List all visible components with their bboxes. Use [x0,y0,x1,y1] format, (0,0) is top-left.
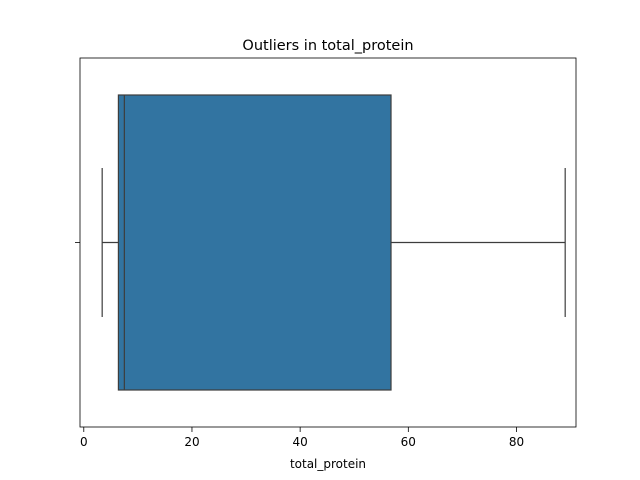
x-tick-label: 60 [401,435,416,449]
iqr-box [117,94,392,391]
x-tick-label: 80 [509,435,524,449]
x-tick-label: 40 [293,435,308,449]
x-tick-label: 0 [80,435,88,449]
chart-title: Outliers in total_protein [242,38,413,54]
x-axis-label: total_protein [290,457,366,471]
x-tick-label: 20 [184,435,199,449]
box-marks [101,94,566,391]
x-axis: 0 20 40 60 80 [80,427,524,449]
